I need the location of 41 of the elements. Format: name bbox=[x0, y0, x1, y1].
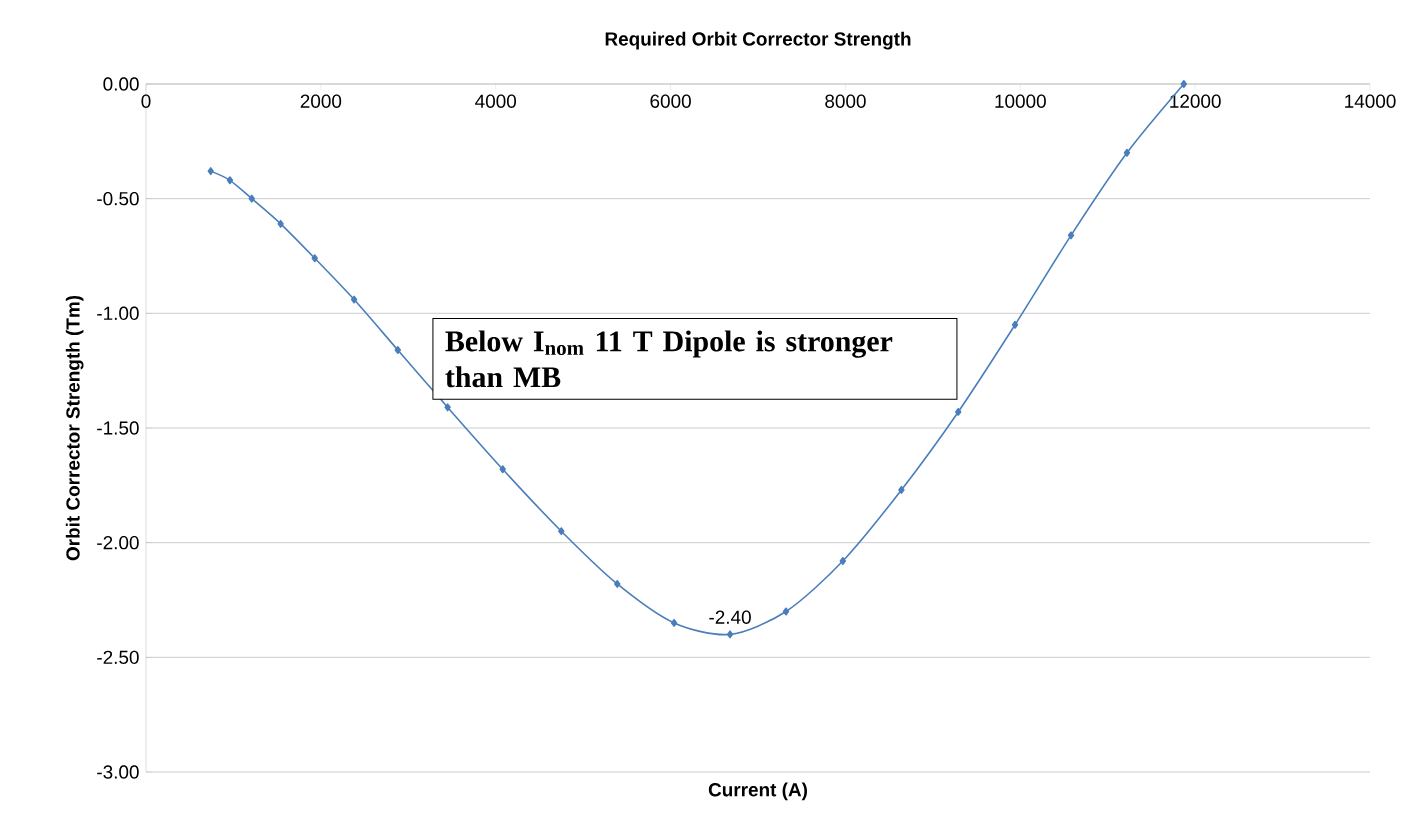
x-tick-label: 12000 bbox=[1170, 94, 1221, 108]
text: Below I$_{nom}$ 11 T Dipole is stronger than MB bbox=[445, 330, 893, 388]
point bbox=[614, 579, 621, 588]
point bbox=[726, 630, 734, 639]
x-tick-label: 2000 bbox=[300, 94, 342, 108]
point bbox=[277, 219, 284, 228]
point bbox=[1123, 148, 1131, 157]
point bbox=[839, 557, 847, 566]
point bbox=[444, 403, 451, 412]
point bbox=[207, 167, 214, 176]
y-axis-title: Orbit Corrector Strength (Tm) bbox=[65, 295, 84, 561]
point bbox=[670, 618, 678, 627]
point bbox=[1180, 79, 1188, 88]
x-tick-label: 4000 bbox=[475, 94, 517, 108]
point bbox=[499, 465, 506, 474]
x-tick-label: 14000 bbox=[1345, 94, 1396, 108]
x-tick-label: 8000 bbox=[825, 94, 866, 108]
y-tick-label: 0.00 bbox=[103, 77, 139, 91]
y-tick-label: -1.50 bbox=[97, 421, 139, 435]
data-label: -2.40 bbox=[709, 610, 751, 624]
x-tick-label: 10000 bbox=[995, 94, 1046, 108]
chart-title: Required Orbit Corrector Strength bbox=[605, 31, 911, 50]
point bbox=[782, 607, 790, 616]
x-tick-label: 6000 bbox=[650, 94, 691, 108]
point bbox=[1067, 231, 1075, 240]
y-tick-label: -2.00 bbox=[97, 535, 139, 550]
y-tick-label: -1.00 bbox=[97, 306, 139, 321]
point bbox=[248, 194, 255, 203]
point bbox=[350, 295, 358, 304]
x-tick-label: 0 bbox=[141, 94, 151, 108]
y-tick-label: -3.00 bbox=[97, 765, 139, 779]
point bbox=[898, 485, 905, 494]
point bbox=[1011, 320, 1019, 329]
point bbox=[394, 346, 402, 355]
point bbox=[955, 407, 962, 416]
point bbox=[311, 254, 318, 263]
point bbox=[558, 527, 565, 536]
y-tick-label: -0.50 bbox=[97, 191, 139, 206]
point bbox=[226, 176, 234, 185]
y-tick-label: -2.50 bbox=[97, 650, 139, 665]
x-axis-title: Current (A) bbox=[708, 782, 807, 801]
